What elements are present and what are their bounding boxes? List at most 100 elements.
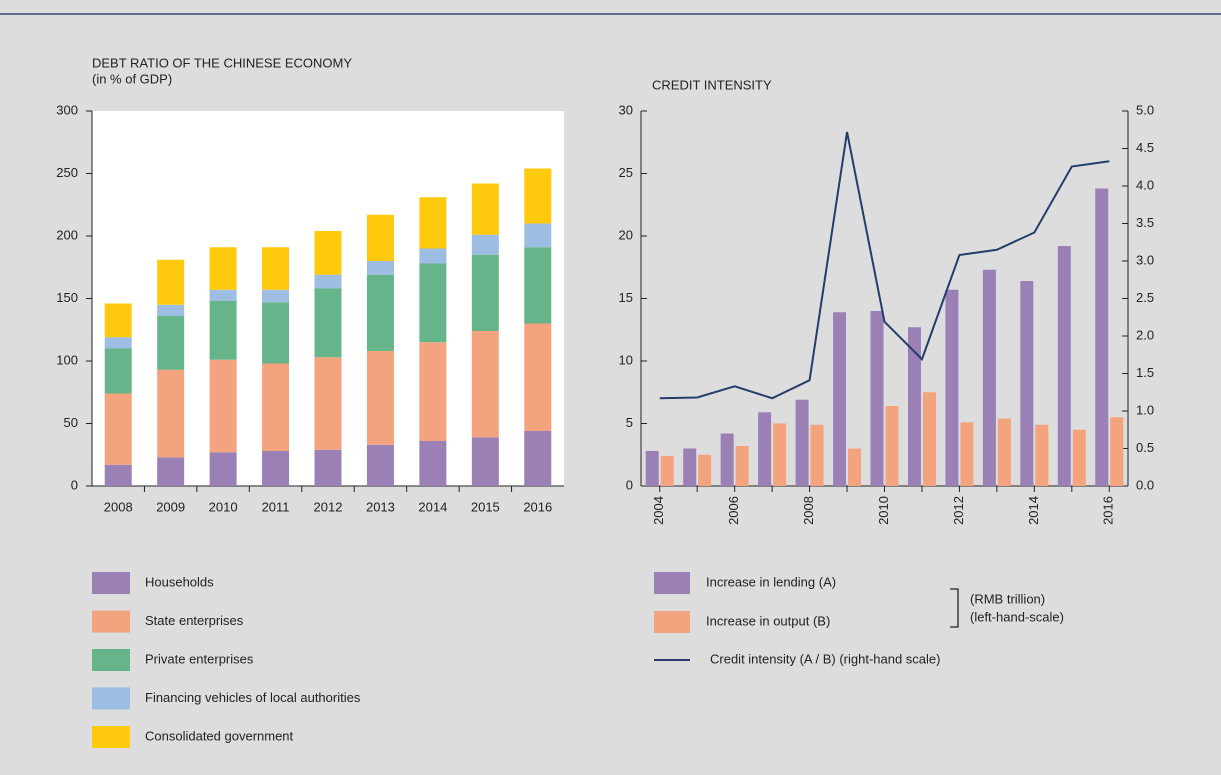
bar — [773, 423, 787, 486]
bar — [885, 406, 899, 486]
bar — [848, 448, 862, 486]
bar-segment — [157, 457, 185, 486]
bar — [1035, 424, 1049, 486]
bar — [1057, 246, 1071, 486]
bar — [960, 422, 974, 486]
x-tick-label: 2008 — [801, 496, 816, 525]
bar-segment — [104, 303, 132, 338]
legend-swatch — [92, 572, 130, 594]
legend-swatch — [92, 726, 130, 748]
y-tick-label: 10 — [619, 352, 633, 367]
x-tick-label: 2010 — [876, 496, 891, 525]
y-tick-label: 25 — [619, 165, 633, 180]
y-tick-label: 15 — [619, 290, 633, 305]
x-tick-label: 2008 — [104, 499, 133, 514]
y-tick-label: 0 — [71, 477, 78, 492]
y-tick-label: 300 — [56, 102, 78, 117]
bar-segment — [366, 351, 394, 445]
y2-tick-label: 3.0 — [1136, 252, 1154, 267]
bar-segment — [419, 342, 447, 441]
y-tick-label: 50 — [64, 415, 78, 430]
bar-segment — [104, 393, 132, 465]
bar-segment — [262, 302, 290, 364]
legend-swatch — [92, 610, 130, 633]
y2-tick-label: 0.0 — [1136, 477, 1154, 492]
bar-segment — [157, 316, 185, 370]
bar-segment — [314, 288, 342, 358]
legend-label: Private enterprises — [145, 651, 254, 666]
bar — [660, 456, 674, 486]
line — [659, 131, 1110, 400]
bar-segment — [157, 304, 185, 316]
legend-label: Credit intensity (A / B) (right-hand sca… — [710, 651, 940, 666]
x-tick-label: 2011 — [262, 499, 290, 514]
y-tick-label: 150 — [56, 290, 78, 305]
bar-segment — [366, 214, 394, 261]
chart-subtitle: (in % of GDP) — [92, 71, 172, 86]
bar — [982, 269, 996, 486]
y2-tick-label: 2.5 — [1136, 290, 1154, 305]
legend-label: Households — [145, 574, 214, 589]
bar-segment — [524, 323, 552, 431]
bar-segment — [209, 289, 237, 301]
bar-segment — [419, 263, 447, 343]
bar-segment — [471, 437, 499, 486]
y2-tick-label: 1.0 — [1136, 402, 1154, 417]
bar — [683, 448, 697, 486]
x-tick-label: 2009 — [156, 499, 185, 514]
bar-segment — [419, 197, 447, 249]
y2-tick-label: 4.5 — [1136, 140, 1154, 155]
x-tick-label: 2014 — [1026, 496, 1041, 525]
bar-segment — [209, 247, 237, 290]
y-tick-label: 250 — [56, 165, 78, 180]
bar — [810, 424, 824, 486]
bar-segment — [471, 234, 499, 255]
bar-segment — [314, 449, 342, 486]
y-tick-label: 0 — [626, 477, 633, 492]
bar-segment — [419, 441, 447, 486]
x-tick-label: 2006 — [726, 496, 741, 525]
bar-segment — [104, 464, 132, 486]
x-tick-label: 2016 — [1101, 496, 1116, 525]
bar-segment — [524, 168, 552, 224]
bar-segment — [262, 247, 290, 290]
bar-segment — [314, 357, 342, 450]
x-tick-label: 2016 — [523, 499, 552, 514]
bar — [922, 392, 936, 486]
x-tick-label: 2012 — [951, 496, 966, 525]
bar-segment — [209, 452, 237, 486]
legend-swatch — [654, 611, 690, 633]
y-tick-label: 5 — [626, 415, 633, 430]
bar — [698, 454, 712, 486]
legend-bracket — [950, 588, 959, 628]
bar — [1095, 188, 1109, 486]
bar-segment — [366, 274, 394, 351]
y-tick-label: 20 — [619, 227, 633, 242]
bar — [720, 433, 734, 486]
y-tick-label: 200 — [56, 227, 78, 242]
bar — [645, 451, 659, 486]
y2-tick-label: 4.0 — [1136, 177, 1154, 192]
x-tick-label: 2012 — [314, 499, 343, 514]
bar-segment — [366, 444, 394, 486]
y2-tick-label: 0.5 — [1136, 440, 1154, 455]
legend-label: Increase in lending (A) — [706, 574, 836, 589]
bar — [1072, 429, 1086, 486]
y2-tick-label: 5.0 — [1136, 102, 1154, 117]
legend-label: Financing vehicles of local authorities — [145, 690, 361, 705]
y-tick-label: 100 — [56, 352, 78, 367]
bar-segment — [471, 331, 499, 438]
bar-segment — [262, 289, 290, 303]
unit-note: (RMB trillion) — [970, 591, 1045, 606]
bar — [1110, 417, 1124, 486]
x-tick-label: 2014 — [418, 499, 447, 514]
unit-note: (left-hand-scale) — [970, 609, 1064, 624]
x-tick-label: 2013 — [366, 499, 395, 514]
x-tick-label: 2015 — [471, 499, 500, 514]
y2-tick-label: 1.5 — [1136, 365, 1154, 380]
bar-segment — [262, 363, 290, 451]
chart-title: CREDIT INTENSITY — [652, 77, 772, 92]
bar — [758, 412, 772, 486]
bar — [795, 399, 809, 486]
y-tick-label: 30 — [619, 102, 633, 117]
